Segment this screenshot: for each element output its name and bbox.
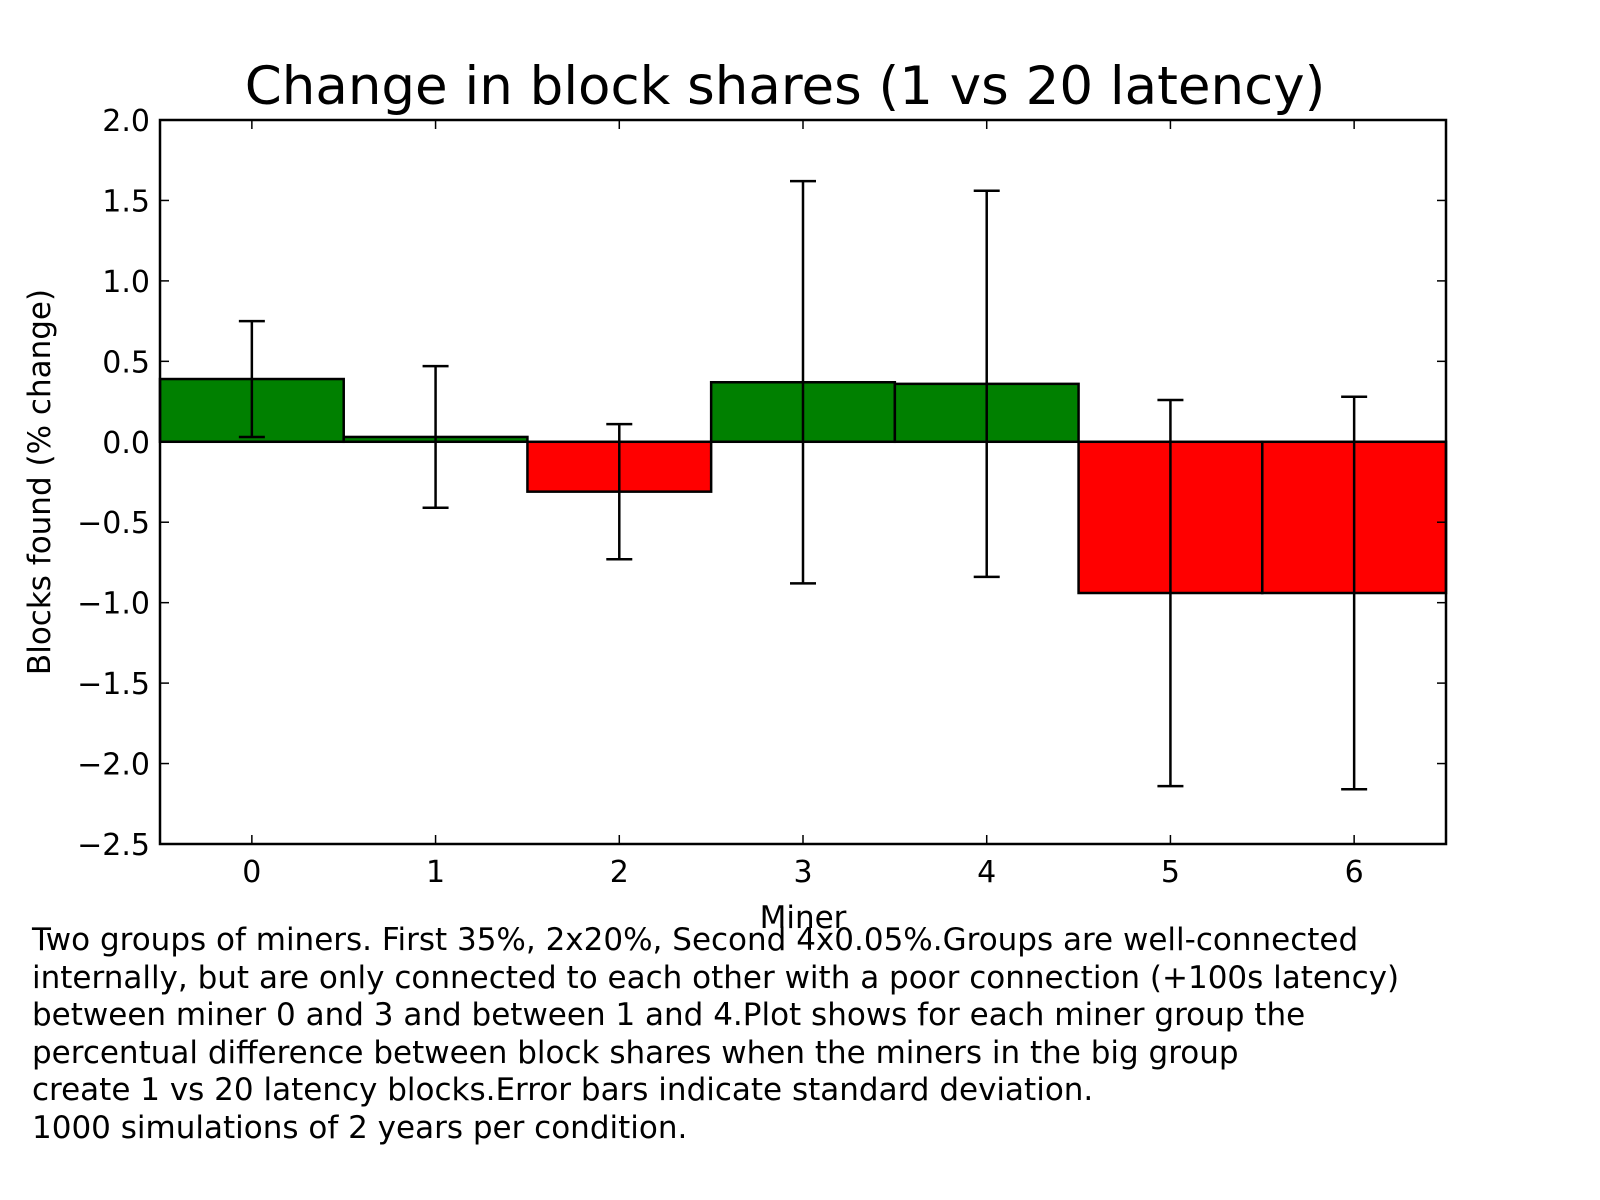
error-bar-miner-4 — [973, 189, 1000, 579]
figure-caption: Two groups of miners. First 35%, 2x20%, … — [32, 922, 1572, 1147]
x-tick-label: 1 — [426, 855, 445, 890]
y-tick-label: −0.5 — [77, 506, 150, 541]
error-bar-miner-5 — [1157, 398, 1184, 788]
y-tick-label: 2.0 — [102, 104, 150, 139]
error-bar-miner-6 — [1341, 395, 1368, 791]
ticks-layer: 2.0 1.5 1.0 0.5 0.0 −0.5 −1.0 −1.5 −2.0 −2.5 0 1 2 3 4… — [77, 104, 1446, 890]
x-tick-label: 6 — [1345, 855, 1364, 890]
y-tick-label: −1.5 — [77, 667, 150, 702]
caption-line: internally, but are only connected to ea… — [32, 959, 1400, 996]
x-tick-label: 2 — [610, 855, 629, 890]
caption-line: create 1 vs 20 latency blocks.Error bars… — [32, 1072, 1094, 1108]
x-tick-label: 0 — [242, 855, 261, 890]
chart-title: Change in block shares (1 vs 20 latency) — [245, 56, 1326, 117]
caption-line: percentual difference between block shar… — [32, 1034, 1239, 1071]
error-bar-miner-2 — [606, 422, 633, 561]
x-tick-label: 5 — [1161, 855, 1180, 890]
y-tick-label: 0.5 — [102, 345, 150, 380]
caption-line: between miner 0 and 3 and between 1 and … — [32, 997, 1306, 1033]
error-bar-miner-1 — [422, 364, 449, 509]
y-tick-label: 1.0 — [102, 265, 150, 300]
y-axis-label: Blocks found (% change) — [22, 289, 58, 675]
y-tick-label: −2.5 — [77, 828, 150, 863]
error-bars-layer — [238, 179, 1368, 791]
x-tick-label: 4 — [977, 855, 996, 890]
x-tick-label: 3 — [793, 855, 812, 890]
y-tick-label: 0.0 — [102, 426, 150, 461]
y-tick-label: −1.0 — [77, 587, 150, 622]
error-bar-miner-0 — [238, 319, 265, 439]
caption-line: 1000 simulations of 2 years per conditio… — [32, 1109, 688, 1146]
y-tick-label: 1.5 — [102, 184, 150, 219]
y-tick-label: −2.0 — [77, 748, 150, 783]
x-axis-label: Miner — [760, 900, 847, 936]
caption-line: Two groups of miners. First 35%, 2x20%, … — [32, 922, 1359, 958]
error-bar-miner-3 — [790, 179, 816, 585]
